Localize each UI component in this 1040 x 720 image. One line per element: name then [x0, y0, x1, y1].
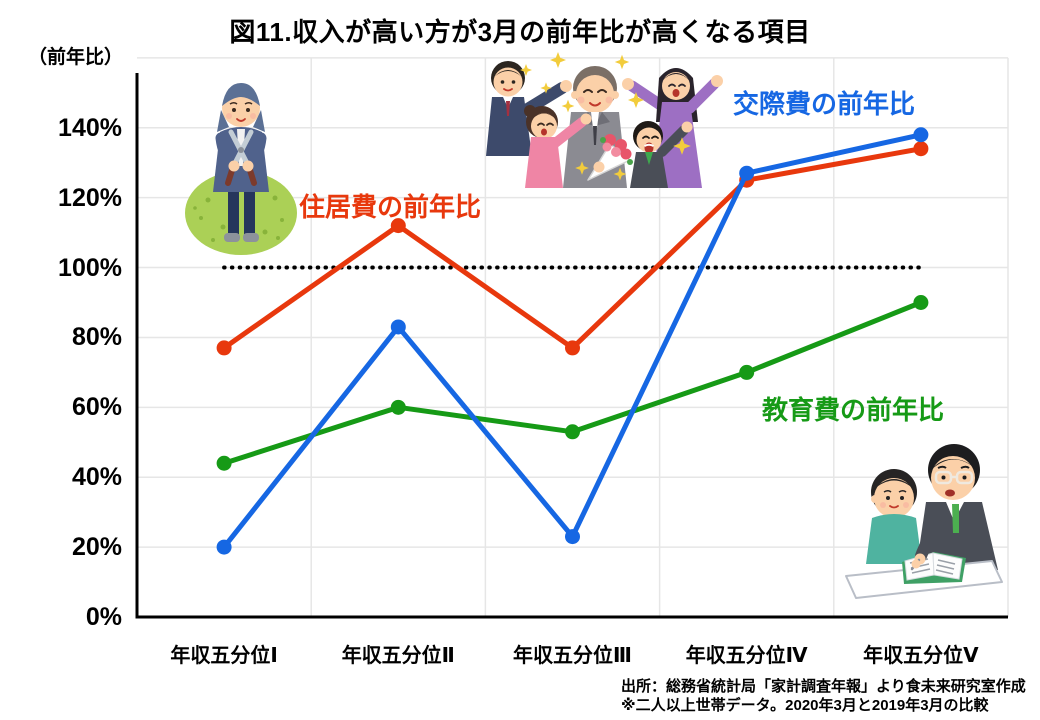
gardener-hand [228, 160, 240, 172]
series-label-education: 教育費の前年比 [762, 395, 945, 425]
x-tick-label: 年収五分位Ⅱ [341, 645, 455, 667]
gardener-hand [242, 160, 254, 172]
x-tick-label: 年収五分位Ⅴ [863, 645, 979, 667]
gardener-body [213, 127, 269, 192]
data-point [739, 364, 755, 380]
x-tick-label: 年収五分位Ⅰ [170, 645, 278, 667]
data-point [390, 399, 406, 415]
series-label-housing: 住居費の前年比 [299, 192, 482, 222]
y-axis-unit-label: （前年比） [28, 47, 124, 68]
x-tick-label: 年収五分位Ⅲ [513, 645, 632, 667]
data-point [565, 424, 580, 440]
celebrating-woman-bottomleft [524, 105, 592, 188]
source-line-2: ※二人以上世帯データ。2020年3月と2019年3月の比較 [621, 697, 989, 714]
tutoring-illustration [845, 444, 1003, 599]
data-point [216, 539, 232, 555]
gardener-head [217, 83, 265, 132]
y-tick-label: 60% [71, 393, 122, 422]
y-tick-label: 100% [58, 253, 122, 282]
y-tick-label: 120% [58, 183, 122, 212]
data-point [565, 529, 580, 545]
gardener-leg [228, 182, 239, 236]
source-line-1: 出所：総務省統計局「家計調査年報」より食未来研究室作成 [621, 678, 1026, 695]
student-boy [866, 469, 922, 565]
gardener-leg [244, 182, 255, 236]
gardener-shoe [224, 233, 240, 242]
data-point [913, 127, 929, 143]
data-point [216, 340, 232, 356]
y-tick-label: 0% [85, 603, 122, 631]
student-hand [911, 559, 921, 569]
chart-title: 図11.収入が高い方が3月の前年比が高くなる項目 [229, 17, 811, 47]
source-note: 出所：総務省統計局「家計調査年報」より食未来研究室作成 ※二人以上世帯データ。2… [621, 677, 1026, 715]
data-point [390, 218, 406, 234]
gardener-illustration [185, 83, 297, 255]
y-tick-label: 40% [71, 463, 122, 492]
data-point [913, 141, 929, 157]
data-point [390, 319, 406, 335]
tutor-pointing-arm [910, 520, 944, 571]
series-label-social-expenses: 交際費の前年比 [733, 89, 916, 119]
celebration-illustration [486, 52, 723, 188]
y-tick-label: 20% [71, 533, 122, 562]
data-point [913, 294, 929, 310]
sparkles-icon [520, 52, 691, 181]
gardener-shoe [243, 233, 259, 242]
y-tick-label: 80% [71, 323, 122, 352]
celebrating-boy-bottomright [630, 121, 693, 188]
data-point [739, 165, 755, 181]
x-tick-label: 年収五分位Ⅳ [685, 645, 808, 667]
data-point [216, 455, 232, 471]
bush-speckles [193, 195, 284, 242]
data-point [565, 340, 580, 356]
y-tick-label: 140% [58, 113, 122, 142]
